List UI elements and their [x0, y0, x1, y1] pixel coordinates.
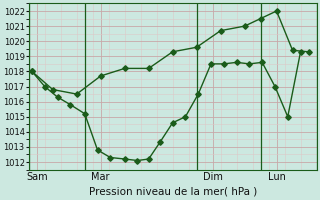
X-axis label: Pression niveau de la mer( hPa ): Pression niveau de la mer( hPa ) [89, 187, 257, 197]
